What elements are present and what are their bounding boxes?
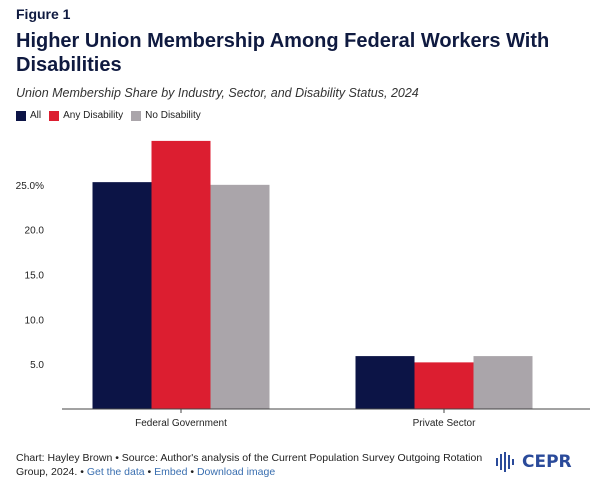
legend-label-any-disability: Any Disability [63, 110, 124, 121]
chart-subtitle: Union Membership Share by Industry, Sect… [16, 86, 419, 100]
bar-all-federal-government[interactable] [92, 182, 152, 409]
footer-separator: • [147, 466, 152, 478]
y-tick-label: 25.0% [16, 181, 44, 192]
figure-label: Figure 1 [16, 6, 71, 22]
embed-link[interactable]: Embed [154, 466, 188, 478]
bar-any-disability-private-sector[interactable] [414, 362, 474, 409]
legend-swatch-any-disability [49, 110, 60, 121]
legend-item-any-disability[interactable]: Any Disability [49, 110, 123, 121]
legend-swatch-no-disability [131, 110, 142, 121]
legend-item-all[interactable]: All [16, 110, 41, 121]
y-tick-label: 5.0 [30, 360, 44, 371]
download-image-link[interactable]: Download image [196, 466, 276, 478]
x-tick-label: Private Sector [413, 418, 476, 429]
get-data-link[interactable]: Get the data [86, 466, 145, 478]
bar-no-disability-private-sector[interactable] [473, 356, 533, 409]
y-tick-label: 15.0 [25, 271, 45, 282]
bar-all-private-sector[interactable] [355, 356, 415, 409]
y-tick-label: 20.0 [25, 226, 45, 237]
legend-label-all: All [30, 110, 42, 121]
legend-item-no-disability[interactable]: No Disability [131, 110, 201, 121]
cepr-logo[interactable]: CEPR [494, 450, 572, 474]
footer-separator: • [190, 466, 195, 478]
legend-swatch-all [16, 110, 26, 121]
x-tick-label: Federal Government [135, 418, 227, 429]
cepr-logo-text: CEPR [522, 452, 572, 472]
bar-any-disability-federal-government[interactable] [151, 140, 211, 409]
cepr-logo-icon [496, 452, 514, 472]
legend: All Any Disability No Disability [16, 110, 201, 121]
chart-footer: Chart: Hayley Brown • Source: Author's a… [16, 451, 486, 479]
legend-label-no-disability: No Disability [145, 110, 201, 121]
chart-title: Higher Union Membership Among Federal Wo… [16, 30, 550, 76]
bar-chart: 5.0 10.0 15.0 20.0 25.0% Federal Government Pr… [16, 140, 590, 429]
footer-credit: Chart: Hayley Brown • Source: Author's a… [16, 452, 483, 478]
bar-no-disability-federal-government[interactable] [210, 184, 270, 409]
y-tick-label: 10.0 [25, 315, 45, 326]
